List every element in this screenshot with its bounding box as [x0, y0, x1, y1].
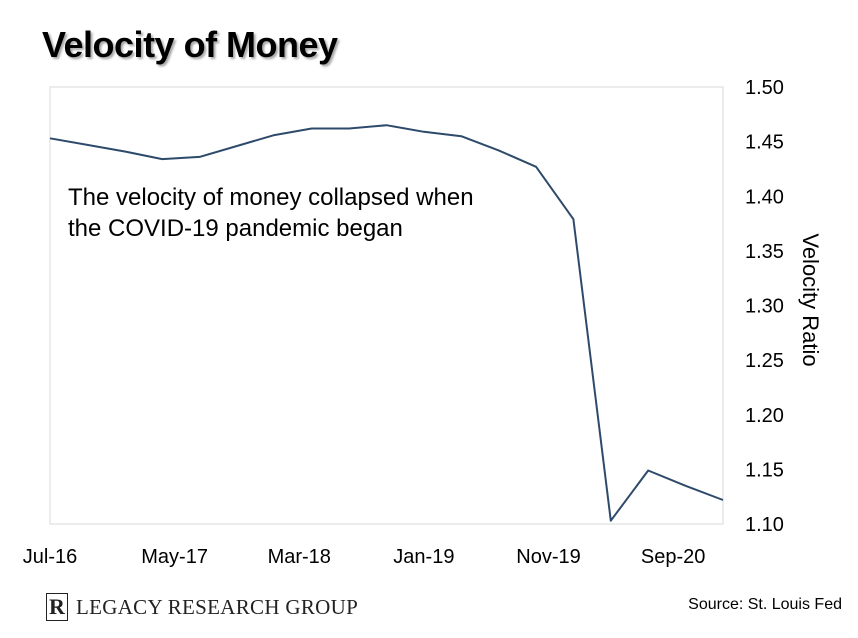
chart-annotation: The velocity of money collapsed when the… [68, 182, 528, 244]
series-layer [49, 124, 724, 522]
y-tick-label-1.45: 1.45 [745, 132, 784, 154]
plot-frame [49, 86, 724, 525]
y-tick-label-1.30: 1.30 [745, 296, 784, 318]
plot-area [49, 86, 724, 525]
x-tick-label-Jul-16: Jul-16 [23, 546, 77, 568]
x-tick-label-Nov-19: Nov-19 [516, 546, 580, 568]
x-tick-label-Mar-18: Mar-18 [268, 546, 331, 568]
legacy-research-logo: R LEGACY RESEARCH GROUP [46, 593, 358, 621]
y-tick-label-1.20: 1.20 [745, 405, 784, 427]
logo-text: LEGACY RESEARCH GROUP [76, 594, 359, 619]
y-axis-label-group: Velocity Ratio [798, 233, 823, 366]
x-axis: Jul-16 May-17 Mar-18 Jan-19 Nov-19 Sep-20 [23, 546, 706, 568]
y-axis-label: Velocity Ratio [798, 233, 823, 366]
logo-mark-icon: R [46, 593, 68, 621]
y-tick-label-1.35: 1.35 [745, 241, 784, 263]
y-tick-label-1.10: 1.10 [745, 514, 784, 536]
annotation-line-2: the COVID-19 pandemic began [68, 215, 403, 242]
annotation-line-1: The velocity of money collapsed when [68, 184, 474, 211]
series-line [49, 124, 724, 522]
chart-title: Velocity of Money [42, 24, 338, 65]
x-tick-label-Sep-20: Sep-20 [641, 546, 706, 568]
y-tick-label-1.15: 1.15 [745, 459, 784, 481]
x-tick-label-May-17: May-17 [141, 546, 208, 568]
x-tick-label-Jan-19: Jan-19 [393, 546, 454, 568]
y-axis: 1.50 1.45 1.40 1.35 1.30 1.25 1.20 1.15 1.10 [745, 77, 784, 536]
y-tick-label-1.25: 1.25 [745, 350, 784, 372]
y-tick-label-1.40: 1.40 [745, 186, 784, 208]
y-tick-label-1.50: 1.50 [745, 77, 784, 99]
source-note: Source: St. Louis Fed [688, 596, 842, 613]
